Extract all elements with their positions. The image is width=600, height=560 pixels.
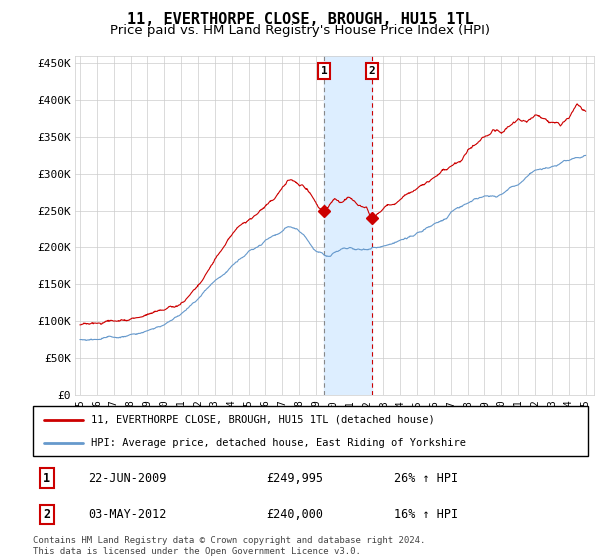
Text: 11, EVERTHORPE CLOSE, BROUGH, HU15 1TL: 11, EVERTHORPE CLOSE, BROUGH, HU15 1TL: [127, 12, 473, 27]
Text: 2: 2: [369, 66, 376, 76]
Text: 22-JUN-2009: 22-JUN-2009: [89, 472, 167, 484]
Text: £240,000: £240,000: [266, 508, 323, 521]
Text: HPI: Average price, detached house, East Riding of Yorkshire: HPI: Average price, detached house, East…: [91, 438, 466, 448]
FancyBboxPatch shape: [33, 406, 588, 456]
Bar: [324, 56, 372, 395]
Text: 03-MAY-2012: 03-MAY-2012: [89, 508, 167, 521]
Text: 2: 2: [43, 508, 50, 521]
Text: Contains HM Land Registry data © Crown copyright and database right 2024.
This d: Contains HM Land Registry data © Crown c…: [33, 536, 425, 556]
Text: 11, EVERTHORPE CLOSE, BROUGH, HU15 1TL (detached house): 11, EVERTHORPE CLOSE, BROUGH, HU15 1TL (…: [91, 414, 435, 424]
Text: Price paid vs. HM Land Registry's House Price Index (HPI): Price paid vs. HM Land Registry's House …: [110, 24, 490, 36]
Text: £249,995: £249,995: [266, 472, 323, 484]
Text: 16% ↑ HPI: 16% ↑ HPI: [394, 508, 458, 521]
Text: 26% ↑ HPI: 26% ↑ HPI: [394, 472, 458, 484]
Text: 1: 1: [320, 66, 327, 76]
Text: 1: 1: [43, 472, 50, 484]
